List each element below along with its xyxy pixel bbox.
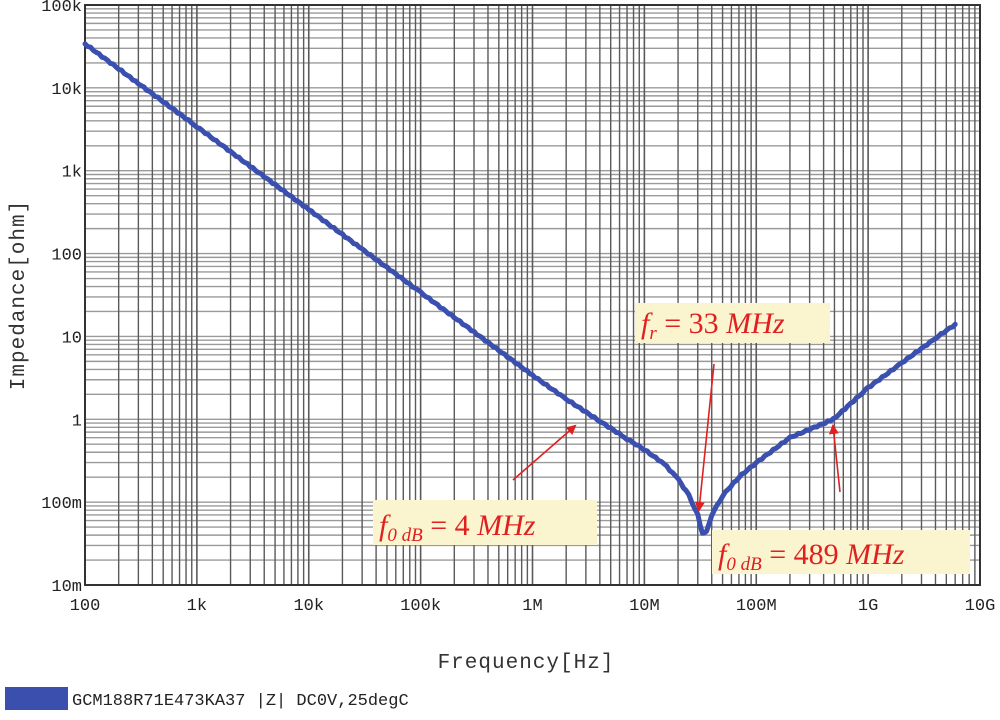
- annotation-label-fr: fr = 33 MHz: [641, 307, 785, 344]
- x-axis-tick-labels: 100 1k 10k 100k 1M 10M 100M 1G 10G: [70, 597, 996, 616]
- plot-frame: [84, 4, 981, 586]
- y-tick-label: 100: [51, 247, 82, 266]
- x-axis-title: Frequency[Hz]: [438, 652, 615, 675]
- annotation-box-f0db_low: [373, 500, 597, 545]
- y-tick-label: 10k: [51, 81, 82, 100]
- x-tick-label: 1G: [858, 597, 878, 616]
- annotation-labels: fr = 33 MHz f0 dB = 4 MHz f0 dB = 489 MHz: [379, 307, 905, 575]
- impedance-curve: [82, 41, 958, 536]
- x-tick-label: 1k: [187, 597, 207, 616]
- x-tick-label: 10k: [293, 597, 324, 616]
- x-tick-label: 10G: [965, 597, 996, 616]
- x-tick-label: 10M: [629, 597, 660, 616]
- y-axis-tick-labels: 100k 10k 1k 100 10 1 100m 10m: [41, 0, 82, 597]
- annotation-box-f0db_high: [712, 530, 970, 574]
- x-tick-label: 100k: [400, 597, 441, 616]
- x-tick-label: 100M: [736, 597, 777, 616]
- y-tick-label: 100k: [41, 0, 82, 17]
- annotation-arrow-f0db_low: [512, 424, 577, 481]
- annotation-label-f0db_high: f0 dB = 489 MHz: [718, 538, 905, 575]
- y-tick-label: 100m: [41, 495, 82, 514]
- annotation-arrow-fr: [694, 363, 715, 512]
- y-tick-label: 1: [72, 412, 82, 431]
- annotation-arrows: [512, 363, 841, 512]
- annotation-box-fr: [635, 303, 830, 343]
- y-tick-label: 1k: [62, 164, 82, 183]
- y-axis-title: Impedance[ohm]: [8, 200, 31, 390]
- vertical-gridlines: [84, 5, 976, 585]
- legend-swatch: [5, 687, 68, 710]
- legend-label: GCM188R71E473KA37 |Z| DC0V,25degC: [72, 692, 409, 711]
- x-tick-label: 1M: [522, 597, 542, 616]
- y-tick-label: 10m: [51, 578, 82, 597]
- annotation-label-f0db_low: f0 dB = 4 MHz: [379, 509, 536, 546]
- annotation-boxes: [373, 303, 970, 574]
- y-tick-label: 10: [62, 329, 82, 348]
- legend: GCM188R71E473KA37 |Z| DC0V,25degC: [5, 687, 409, 711]
- annotation-arrow-f0db_high: [828, 424, 841, 493]
- x-tick-label: 100: [70, 597, 101, 616]
